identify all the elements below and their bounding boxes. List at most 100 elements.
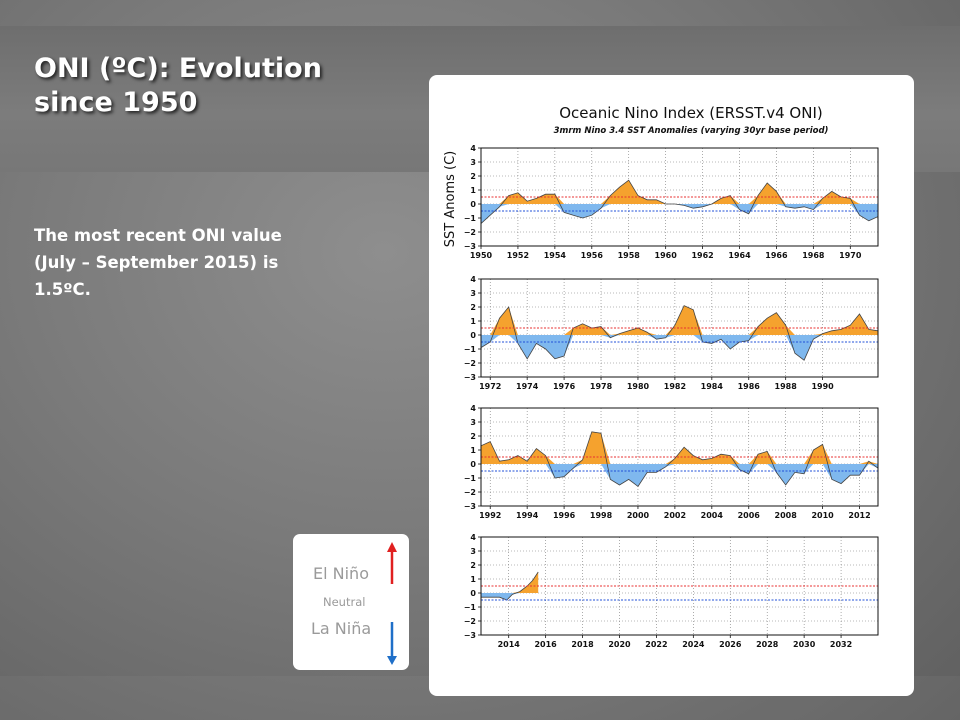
y-tick-label: 4 <box>470 144 476 153</box>
oni-series-line <box>481 431 878 487</box>
y-tick-label: −3 <box>464 631 476 640</box>
chart-subtitle: 3mrm Nino 3.4 SST Anomalies (varying 30y… <box>554 126 829 136</box>
y-tick-label: 0 <box>470 460 476 469</box>
legend-la-nina-label: La Niña <box>311 619 372 638</box>
plot-frame <box>480 536 879 636</box>
y-axis-label: SST Anoms (C) <box>443 151 458 247</box>
x-tick-label: 1964 <box>728 251 751 260</box>
warm-anomaly-area <box>481 180 878 204</box>
body-line-3: 1.5ºC. <box>34 280 91 299</box>
x-tick-label: 1956 <box>581 251 604 260</box>
x-tick-label: 1988 <box>775 382 798 391</box>
oni-series-line <box>481 305 878 361</box>
y-tick-label: 1 <box>470 186 476 195</box>
x-tick-label: 1976 <box>553 382 576 391</box>
y-tick-label: 4 <box>470 404 476 413</box>
x-tick-label: 1966 <box>765 251 788 260</box>
y-tick-label: 4 <box>470 275 476 284</box>
y-tick-label: −2 <box>464 617 476 626</box>
y-tick-label: −1 <box>464 214 477 223</box>
plot-frame <box>480 407 879 507</box>
x-tick-label: 1998 <box>590 511 613 520</box>
chart-panel-4: 4 3 2 1 0 −1 −2 −3 2014 2016 2018 2020 2022 2024 2026 2… <box>464 533 879 649</box>
y-tick-label: −2 <box>464 228 476 237</box>
x-tick-label: 1960 <box>655 251 678 260</box>
x-tick-label: 2002 <box>664 511 686 520</box>
cold-anomaly-area <box>481 204 878 224</box>
y-tick-label: 2 <box>470 561 476 570</box>
anomaly-areas <box>481 571 539 601</box>
anomaly-areas <box>481 431 878 487</box>
x-tick-label: 2008 <box>775 511 798 520</box>
slide-title-line-2: since 1950 <box>34 87 198 118</box>
y-tick-label: 0 <box>470 331 476 340</box>
x-tick-label: 1962 <box>691 251 713 260</box>
anomaly-areas <box>481 179 878 224</box>
x-tick-label: 1980 <box>627 382 650 391</box>
x-tick-label: 2006 <box>738 511 761 520</box>
x-tick-label: 1996 <box>553 511 576 520</box>
x-tick-label: 1992 <box>479 511 501 520</box>
slide-body-text: The most recent ONI value (July – Septem… <box>34 222 354 303</box>
anomaly-areas <box>481 305 878 361</box>
y-tick-label: 1 <box>470 317 476 326</box>
cold-anomaly-area <box>481 593 539 600</box>
x-tick-label: 1994 <box>516 511 539 520</box>
plot-frame <box>480 147 879 247</box>
x-tick-label: 2004 <box>701 511 724 520</box>
legend-neutral-label: Neutral <box>323 595 366 609</box>
x-tick-label: 1968 <box>802 251 825 260</box>
y-tick-label: −1 <box>464 603 477 612</box>
y-tick-label: 0 <box>470 589 476 598</box>
y-tick-label: −2 <box>464 359 476 368</box>
x-tick-label: 1950 <box>470 251 493 260</box>
y-tick-label: 1 <box>470 575 476 584</box>
y-tick-label: 4 <box>470 533 476 542</box>
y-tick-label: −2 <box>464 488 476 497</box>
y-tick-label: 3 <box>470 418 476 427</box>
legend-el-nino-label: El Niño <box>313 564 369 583</box>
y-tick-label: −3 <box>464 502 476 511</box>
x-tick-label: 1972 <box>479 382 501 391</box>
x-tick-label: 2014 <box>498 640 521 649</box>
y-tick-label: −3 <box>464 373 476 382</box>
cold-anomaly-area <box>481 464 878 487</box>
x-tick-label: 2016 <box>534 640 557 649</box>
warm-anomaly-area <box>481 305 878 335</box>
slide-title: ONI (ºC): Evolution since 1950 <box>34 52 394 120</box>
x-tick-label: 2012 <box>848 511 870 520</box>
body-line-2: (July – September 2015) is <box>34 253 279 272</box>
x-tick-label: 2026 <box>719 640 742 649</box>
y-tick-label: 3 <box>470 158 476 167</box>
x-tick-label: 1970 <box>839 251 862 260</box>
el-nino-arrow-icon <box>387 542 397 552</box>
x-tick-label: 2022 <box>645 640 667 649</box>
x-tick-label: 2032 <box>830 640 852 649</box>
x-tick-label: 1978 <box>590 382 613 391</box>
oni-chart: Oceanic Nino Index (ERSST.v4 ONI) 3mrm N… <box>443 104 879 649</box>
y-tick-label: 3 <box>470 547 476 556</box>
y-tick-label: 2 <box>470 432 476 441</box>
x-tick-label: 1958 <box>618 251 641 260</box>
warm-anomaly-area <box>481 431 878 464</box>
y-tick-label: 2 <box>470 303 476 312</box>
oni-series-line <box>481 571 539 601</box>
x-tick-label: 2030 <box>793 640 816 649</box>
x-tick-label: 1974 <box>516 382 539 391</box>
x-tick-label: 2028 <box>756 640 779 649</box>
warm-anomaly-area <box>481 572 539 593</box>
x-tick-label: 1986 <box>738 382 761 391</box>
x-tick-label: 2024 <box>682 640 705 649</box>
body-line-1: The most recent ONI value <box>34 226 282 245</box>
enso-legend: El Niño Neutral La Niña <box>293 534 409 670</box>
x-tick-label: 2010 <box>811 511 834 520</box>
x-tick-label: 1982 <box>664 382 686 391</box>
x-tick-label: 1952 <box>507 251 529 260</box>
y-tick-label: 1 <box>470 446 476 455</box>
y-tick-label: −3 <box>464 242 476 251</box>
plot-frame <box>480 278 879 378</box>
x-tick-label: 1954 <box>544 251 567 260</box>
